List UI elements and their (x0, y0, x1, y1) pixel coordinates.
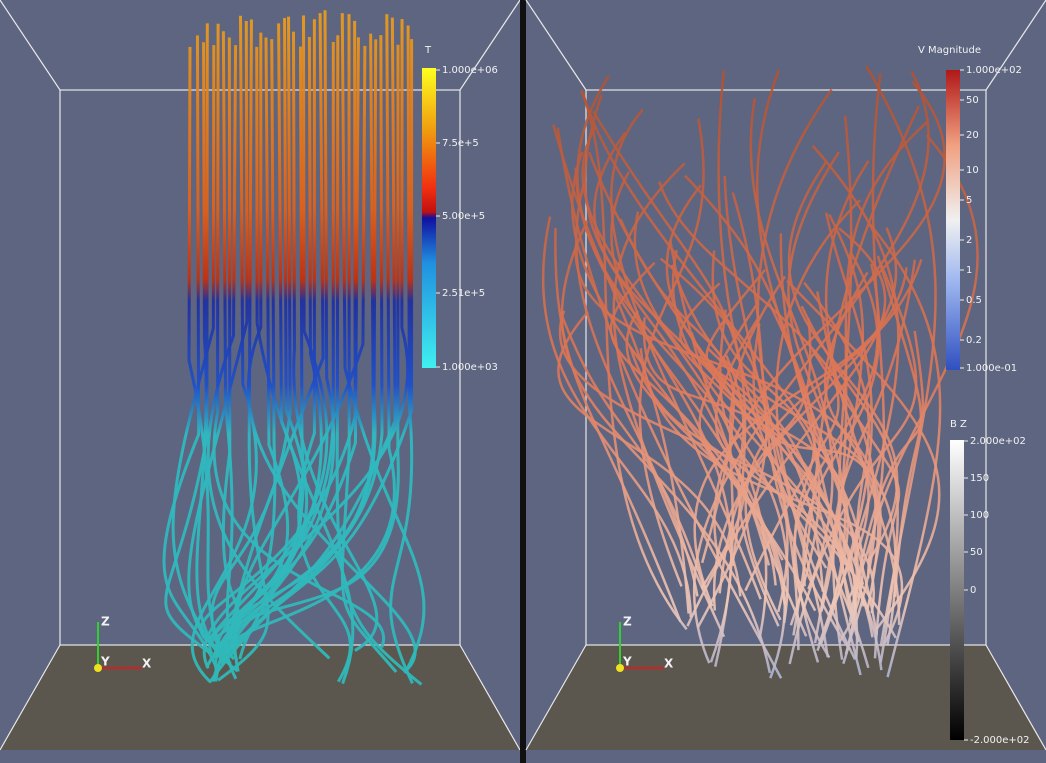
colorbar-label: 1.000e-01 (966, 363, 1017, 374)
colorbar-label: 20 (966, 130, 979, 141)
bounding-box (526, 0, 1046, 750)
colorbar-label: 2.51e+5 (442, 288, 485, 299)
colorbar (946, 70, 960, 370)
colorbar-label: 150 (970, 473, 989, 484)
colorbar-label: 5.00e+5 (442, 211, 485, 222)
colorbar (422, 68, 436, 368)
axis-label: Z (623, 615, 632, 629)
colorbar-label: 5 (966, 195, 972, 206)
axis-label: X (142, 657, 152, 671)
colorbar-title: V Magnitude (918, 45, 981, 56)
colorbar-label: 1 (966, 265, 972, 276)
axis-label: Y (100, 655, 110, 669)
colorbar-title: B Z (950, 419, 967, 430)
colorbar-label: 2 (966, 235, 972, 246)
floor (526, 645, 1046, 750)
colorbar-label: 1.000e+06 (442, 65, 498, 76)
colorbar-label: 1.000e+02 (966, 65, 1022, 76)
colorbar-label: 50 (970, 547, 983, 558)
left-panel: T 1.000e+06 7.5e+5 5.00e+5 2.51e+5 1.000e+03 (0, 0, 520, 750)
colorbar-label: 50 (966, 95, 979, 106)
colorbar-label: 7.5e+5 (442, 138, 479, 149)
colorbar-label: 0.5 (966, 295, 982, 306)
viewport: T 1.000e+06 7.5e+5 5.00e+5 2.51e+5 1.000e+03… (0, 0, 1046, 763)
colorbar-label: 100 (970, 510, 989, 521)
streamline (555, 228, 680, 622)
colorbar (950, 440, 964, 740)
streamlines (164, 10, 424, 684)
colorbar-label: 0 (970, 585, 976, 596)
colorbar-label: -2.000e+02 (970, 735, 1030, 746)
colorbar-title: T (424, 45, 432, 56)
floor (0, 645, 520, 750)
colorbar-label: 10 (966, 165, 979, 176)
divider (520, 0, 526, 763)
axis-label: Y (622, 655, 632, 669)
axis-label: Z (101, 615, 110, 629)
streamlines (543, 66, 977, 678)
axis-label: X (664, 657, 674, 671)
right-panel: V Magnitude B Z 1.000e+02 50 20 10 5 2 1 0.5 0.2… (526, 0, 1046, 750)
page: T 1.000e+06 7.5e+5 5.00e+5 2.51e+5 1.000e+03… (0, 0, 1046, 763)
colorbar-label: 2.000e+02 (970, 436, 1026, 447)
colorbar-label: 0.2 (966, 335, 982, 346)
colorbar-label: 1.000e+03 (442, 362, 498, 373)
